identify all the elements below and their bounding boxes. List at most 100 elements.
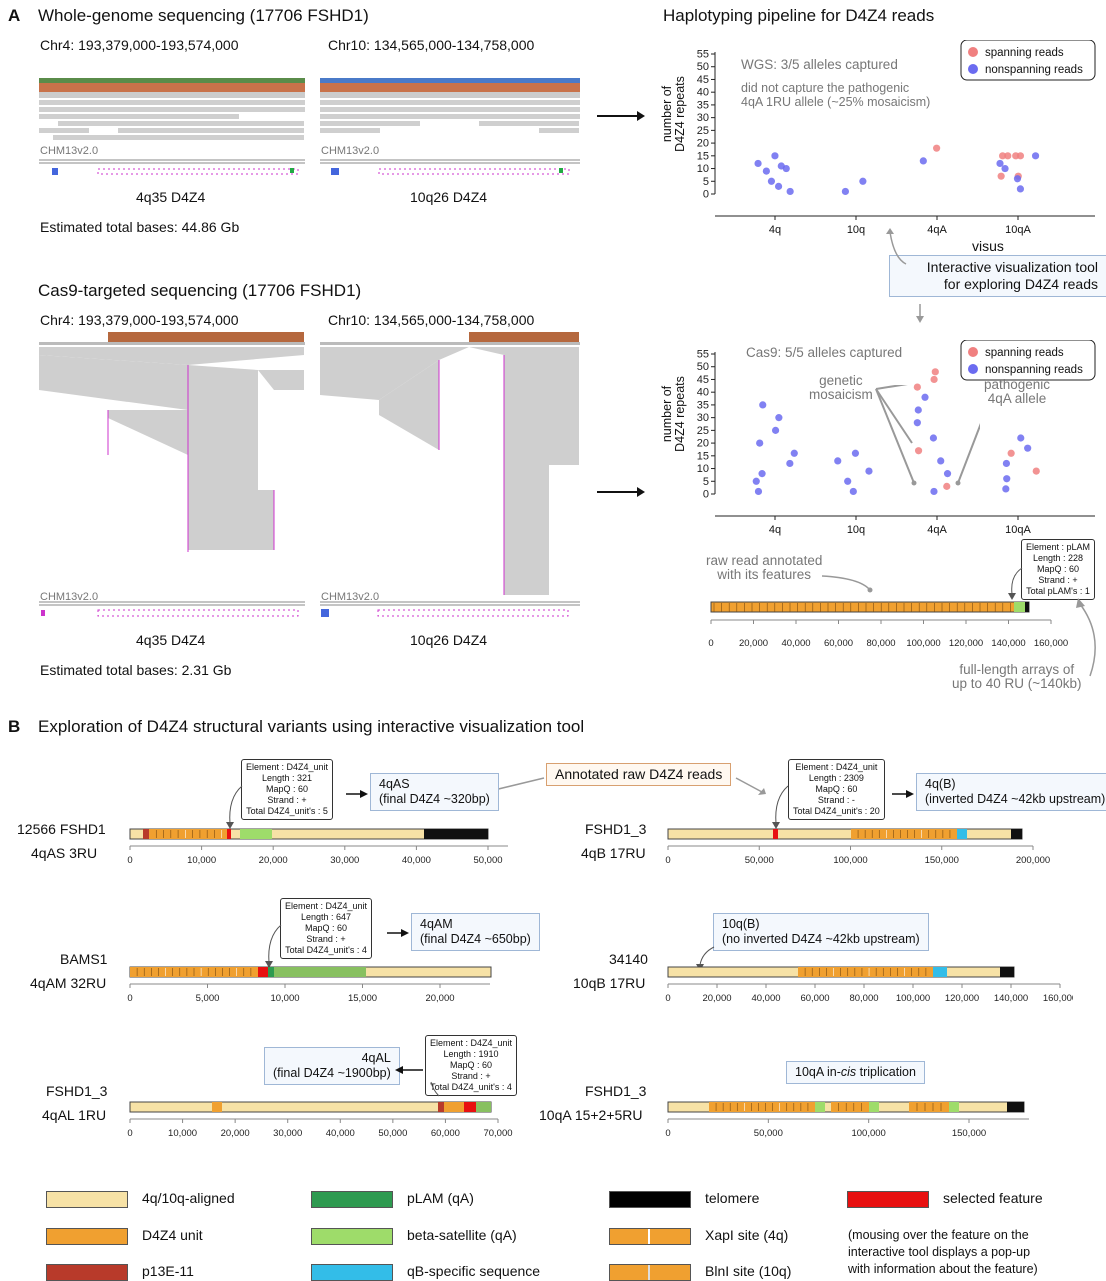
data-point: [1002, 485, 1010, 493]
cas9-note: Cas9: 5/5 alleles captured: [746, 345, 903, 360]
wgs-chr4-browser: [39, 78, 305, 175]
popup-line: Length : 1910: [443, 1049, 499, 1059]
x-tick-label: 10qA: [1005, 524, 1031, 536]
variant-label: 4qAS (final D4Z4 ~320bp): [370, 773, 499, 811]
data-point: [943, 470, 952, 478]
popup-arrows: [772, 785, 914, 829]
wgs-chr10-coord: Chr10: 134,565,000-134,758,000: [328, 37, 535, 53]
y-tick-label: 35: [697, 399, 709, 411]
data-point: [930, 487, 938, 496]
x-tick-label: 0: [127, 855, 132, 866]
data-point: [752, 477, 760, 485]
legend-label: D4Z4 unit: [142, 1227, 203, 1243]
x-tick-label: 10q: [847, 524, 865, 536]
y-axis-label: number of: [660, 385, 674, 442]
read-pileup: [39, 100, 305, 140]
x-tick-label: 140,000: [994, 993, 1028, 1004]
annotation-track: [52, 168, 299, 175]
x-tick-label: 40,000: [751, 993, 780, 1004]
data-point: [771, 152, 779, 160]
y-tick-label: 35: [697, 99, 709, 111]
y-tick-label: 20: [697, 438, 709, 450]
legend-label: pLAM (qA): [407, 1190, 474, 1206]
data-point: [774, 182, 783, 190]
data-point: [921, 393, 929, 401]
x-tick-label: 80,000: [866, 638, 895, 649]
x-tick-label: 50,000: [745, 855, 774, 866]
x-tick-label: 70,000: [483, 1128, 512, 1139]
x-tick-label: 20,000: [221, 1128, 250, 1139]
data-point: [914, 406, 922, 414]
d4z4-popup: Element : D4Z4_unit Length : 647 MapQ : 6…: [280, 898, 373, 959]
x-tick-label: 10qA: [1005, 224, 1031, 236]
x-tick-label: 20,000: [702, 993, 731, 1004]
data-point: [865, 467, 873, 475]
x-tick-label: 50,000: [473, 855, 502, 866]
y-tick-label: 30: [697, 412, 709, 424]
legend-label: selected feature: [943, 1190, 1043, 1206]
wgs-ref-10q: CHM13v2.0: [321, 145, 380, 157]
popup-line: MapQ : 60: [1037, 564, 1080, 574]
data-point: [999, 152, 1007, 160]
wgs-locus-4q: 4q35 D4Z4: [136, 189, 206, 205]
legend-label: beta-satellite (qA): [407, 1227, 517, 1243]
x-tick-label: 60,000: [431, 1128, 460, 1139]
data-point: [851, 449, 860, 457]
legend-swatch: [968, 64, 978, 74]
popup-line: Total D4Z4_unit's : 5: [246, 806, 328, 816]
x-tick-label: 0: [665, 855, 670, 866]
x-tick-label: 4q: [769, 524, 781, 536]
raw-read-arrow: [821, 575, 873, 593]
data-point: [841, 187, 850, 196]
read-track-12566: 0 10,000 20,000 30,000 40,000 50,000: [127, 828, 508, 866]
x-tick-label: 100,000: [896, 993, 930, 1004]
wgs-total-bases: Estimated total bases: 44.86 Gb: [40, 219, 240, 235]
y-tick-label: 25: [697, 425, 709, 437]
legend-swatch: [609, 1228, 691, 1245]
y-tick-label: 50: [697, 61, 709, 73]
x-tick-label: 100,000: [833, 855, 867, 866]
data-point: [759, 401, 767, 409]
plot-legend: spanning reads nonspanning reads: [960, 40, 1096, 81]
legend-swatch: [609, 1191, 691, 1208]
data-point: [1002, 459, 1011, 468]
x-tick-label: 80,000: [849, 993, 878, 1004]
pathogenic-label: pathogenic 4qA allele: [984, 377, 1051, 406]
legend-swatch: [609, 1264, 691, 1281]
d4z4-popup: Element : D4Z4_unit Length : 2309 MapQ : …: [788, 759, 885, 820]
data-point: [834, 457, 842, 465]
legend-swatch: [968, 47, 978, 57]
x-tick-label: 0: [127, 1128, 132, 1139]
variant-label: 4qAL (final D4Z4 ~1900bp): [264, 1047, 400, 1085]
legend-label: nonspanning reads: [985, 364, 1083, 376]
data-point: [771, 426, 780, 434]
read-name: 34140: [609, 951, 648, 967]
legend-label: qB-specific sequence: [407, 1263, 541, 1279]
popup-arrows: [395, 1066, 440, 1097]
label-text: triplication: [856, 1065, 916, 1079]
data-point: [786, 459, 794, 468]
x-tick-label: 5,000: [196, 993, 220, 1004]
read-sub: 4qAM 32RU: [30, 975, 107, 991]
x-tick-label: 150,000: [952, 1128, 986, 1139]
data-point: [775, 414, 783, 422]
x-tick-label: 4q: [769, 224, 781, 236]
data-point: [1016, 185, 1025, 193]
popup-line: MapQ : 60: [450, 1060, 493, 1070]
legend-swatch: [46, 1191, 128, 1208]
plam-popup: Element : pLAM Length : 228 MapQ : 60 St…: [1021, 539, 1096, 600]
legend-swatch: [46, 1264, 128, 1281]
popup-line: Strand : +: [1038, 575, 1078, 585]
data-point: [1012, 152, 1020, 160]
data-point: [762, 167, 770, 175]
x-tick-label: 4qA: [927, 524, 947, 536]
wgs-title: Whole-genome sequencing (17706 FSHD1): [38, 6, 369, 25]
cas9-ref-4q: CHM13v2.0: [40, 591, 99, 603]
callout-lines: [875, 385, 980, 486]
site-mark: [648, 1229, 650, 1244]
legend-label: spanning reads: [985, 347, 1064, 359]
x-tick-label: 40,000: [781, 638, 810, 649]
read-name: FSHD1_3: [585, 821, 647, 837]
